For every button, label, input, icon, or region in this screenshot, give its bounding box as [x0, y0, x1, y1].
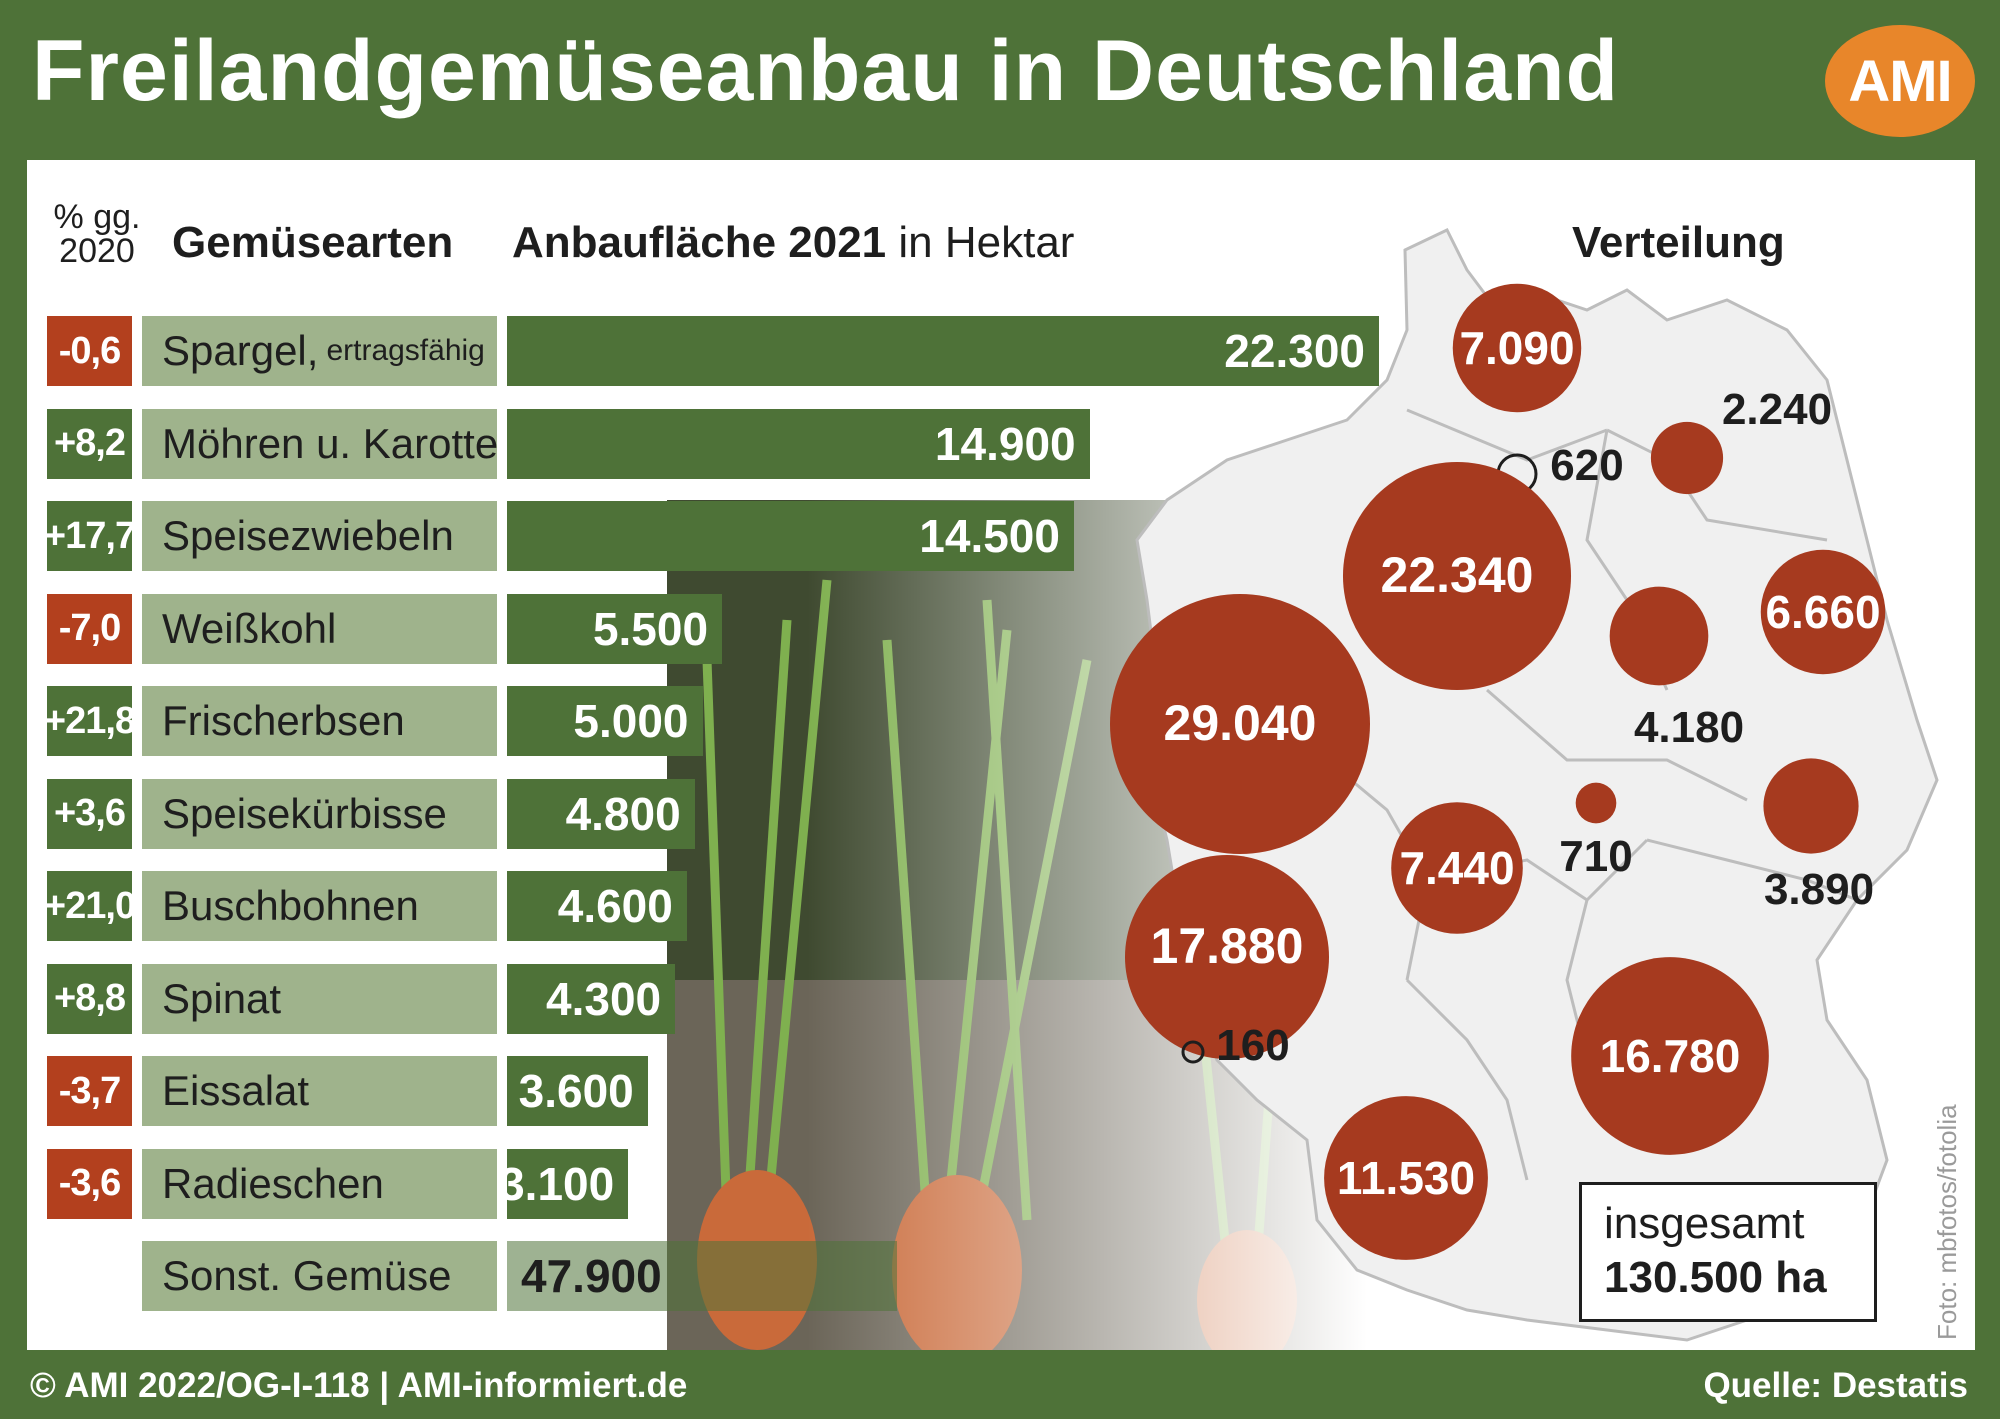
chart-panel: 7.090 2.240 620 22.340 6.660 4.180 29.040 710 3.…: [27, 160, 1975, 1350]
category-label-1: Möhren u. Karotten: [142, 408, 497, 479]
bar-5: 4.800: [507, 778, 695, 849]
bar-4: 5.000: [507, 686, 703, 756]
area-header-bold: Anbaufläche 2021: [512, 218, 887, 267]
bubble-1: [1650, 421, 1724, 495]
category-label-3: Weißkohl: [142, 593, 497, 664]
bubble-label-5: 4.180: [1634, 703, 1744, 752]
pct-header: % gg. 2020: [42, 200, 152, 268]
category-name: Speisekürbisse: [162, 789, 447, 837]
bubble-label-0: 7.090: [1459, 322, 1574, 374]
bar-2: 14.500: [507, 501, 1074, 571]
bubble-11: [1181, 1040, 1205, 1064]
bubbles-layer: 7.090 2.240 620 22.340 6.660 4.180 29.040 710 3.…: [1110, 283, 1886, 1260]
bubble-9: [1391, 802, 1523, 934]
bubble-label-8: 3.890: [1764, 865, 1874, 914]
pct-change-0: -0,6: [47, 316, 132, 386]
category-name: Weißkohl: [162, 604, 337, 652]
bubble-label-1: 2.240: [1722, 385, 1832, 434]
category-name: Frischerbsen: [162, 697, 405, 744]
logo-text: AMI: [1848, 48, 1952, 114]
pct-change-5: +3,6: [47, 778, 132, 849]
bubble-label-3: 22.340: [1381, 547, 1534, 603]
pct-change-4: +21,8: [44, 686, 136, 756]
bar-other: 47.900: [507, 1241, 897, 1311]
pct-header-line1: % gg.: [53, 198, 141, 236]
bar-9: 3.100: [499, 1148, 629, 1219]
category-note: ertragsfähig: [326, 334, 485, 367]
pct-change-7: +8,8: [47, 963, 132, 1034]
footer-source: Quelle: Destatis: [1703, 1366, 1968, 1405]
category-name: Eissalat: [162, 1067, 310, 1114]
pct-change-2: +17,7: [44, 501, 136, 571]
bubble-label-4: 6.660: [1765, 586, 1880, 638]
bar-6: 4.600: [507, 871, 687, 941]
bubble-label-7: 710: [1559, 832, 1632, 881]
bubble-3: [1342, 461, 1572, 691]
category-name: Spinat: [162, 974, 282, 1022]
bubble-label-11: 160: [1216, 1021, 1289, 1070]
bubble-6: [1110, 594, 1370, 854]
category-label-0: Spargel, ertragsfähig: [142, 316, 497, 386]
bubble-5: [1609, 586, 1709, 686]
category-name: Speisezwiebeln: [162, 512, 454, 559]
bar-3: 5.500: [507, 593, 723, 664]
total-label: insgesamt: [1604, 1199, 1805, 1248]
bar-1: 14.900: [507, 408, 1090, 479]
bubble-label-2: 620: [1550, 441, 1623, 490]
bubble-label-13: 11.530: [1337, 1152, 1475, 1204]
bubble-4: [1760, 549, 1886, 675]
bubble-10: [1124, 854, 1330, 1060]
bubble-7: [1575, 782, 1617, 824]
area-header-unit: in Hektar: [898, 218, 1075, 267]
pct-change-6: +21,0: [44, 871, 136, 941]
category-label-other: Sonst. Gemüse: [142, 1241, 497, 1311]
bubble-label-6: 29.040: [1164, 695, 1317, 751]
category-header: Gemüsearten: [172, 218, 454, 267]
bar-8: 3.600: [507, 1056, 648, 1126]
bar-0: 22.300: [507, 316, 1379, 386]
category-label-9: Radieschen: [142, 1148, 497, 1219]
bubble-13: [1324, 1096, 1488, 1260]
photo-credit: Foto: mbfotos/fotolia: [1932, 1104, 1962, 1340]
category-label-2: Speisezwiebeln: [142, 501, 497, 571]
total-value: 130.500 ha: [1604, 1253, 1827, 1302]
distribution-header: Verteilung: [1572, 218, 1785, 267]
category-name: Möhren u. Karotten: [162, 419, 497, 467]
category-label-8: Eissalat: [142, 1056, 497, 1126]
pct-change-8: -3,7: [47, 1056, 132, 1126]
bubble-12: [1571, 957, 1769, 1155]
category-name: Radieschen: [162, 1159, 384, 1207]
bar-7: 4.300: [507, 963, 676, 1034]
page-title: Freilandgemüseanbau in Deutschland: [32, 23, 1620, 119]
map-and-photo-svg: 7.090 2.240 620 22.340 6.660 4.180 29.040 710 3.…: [667, 228, 1939, 1350]
category-label-6: Buschbohnen: [142, 871, 497, 941]
category-name: Spargel,: [162, 327, 319, 374]
pct-change-3: -7,0: [47, 593, 132, 664]
bubble-label-12: 16.780: [1600, 1030, 1741, 1082]
footer-copyright: © AMI 2022/OG-I-118 | AMI-informiert.de: [30, 1366, 688, 1405]
category-label-7: Spinat: [142, 963, 497, 1034]
bubble-8: [1763, 758, 1859, 854]
pct-header-line2: 2020: [59, 232, 135, 270]
category-label-5: Speisekürbisse: [142, 778, 497, 849]
category-label-4: Frischerbsen: [142, 686, 497, 756]
bubble-label-9: 7.440: [1399, 842, 1514, 894]
total-box: insgesamt 130.500 ha: [1579, 1182, 1877, 1322]
category-name: Buschbohnen: [162, 882, 419, 929]
pct-change-9: -3,6: [47, 1148, 132, 1219]
pct-change-1: +8,2: [47, 408, 132, 479]
area-header: Anbaufläche 2021 in Hektar: [512, 218, 1074, 268]
ami-logo: AMI: [1825, 25, 1975, 137]
bubble-0: [1452, 283, 1582, 413]
bubble-label-10: 17.880: [1151, 918, 1304, 974]
